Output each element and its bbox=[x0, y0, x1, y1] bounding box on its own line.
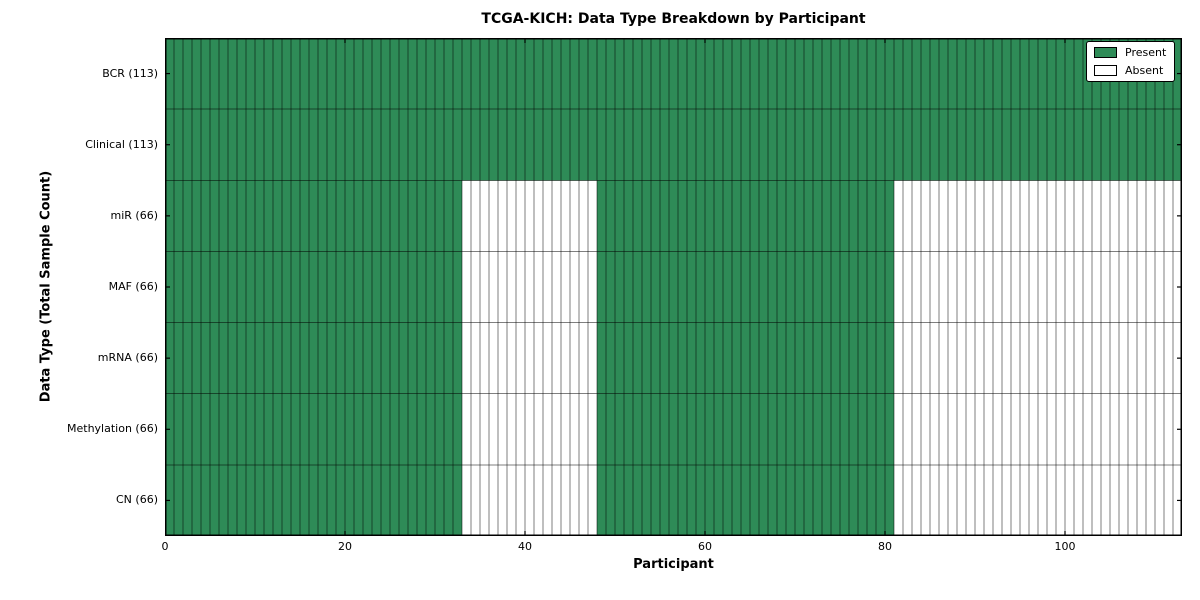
x-tick-label-0: 0 bbox=[161, 540, 169, 553]
legend-entry-absent: Absent bbox=[1094, 63, 1166, 78]
present-swatch-icon bbox=[1094, 47, 1117, 58]
x-tick-label-100: 100 bbox=[1054, 540, 1076, 553]
y-tick-label-miR: miR (66) bbox=[110, 208, 159, 222]
x-axis-label: Participant bbox=[633, 557, 714, 572]
present-block-Methylation bbox=[597, 393, 894, 465]
present-block-miR bbox=[165, 180, 462, 252]
plot-area bbox=[165, 38, 1182, 536]
legend-entry-present: Present bbox=[1094, 45, 1166, 60]
present-block-miR bbox=[597, 180, 894, 252]
legend-label-present: Present bbox=[1125, 46, 1167, 59]
legend-label-absent: Absent bbox=[1125, 64, 1164, 77]
present-block-CN bbox=[597, 464, 894, 536]
y-tick-label-CN: CN (66) bbox=[116, 493, 158, 507]
y-tick-label-MAF: MAF (66) bbox=[108, 280, 158, 293]
present-block-Clinical bbox=[165, 109, 1182, 181]
present-block-MAF bbox=[597, 251, 894, 323]
y-tick-label-BCR: BCR (113) bbox=[102, 66, 158, 80]
x-tick-label-80: 80 bbox=[878, 540, 892, 553]
heatmap-grid bbox=[165, 38, 1182, 536]
absent-swatch-icon bbox=[1094, 65, 1117, 76]
chart-title: TCGA-KICH: Data Type Breakdown by Partic… bbox=[481, 11, 866, 27]
present-block-mRNA bbox=[597, 322, 894, 394]
x-tick-label-60: 60 bbox=[698, 540, 712, 553]
present-block-BCR bbox=[165, 38, 1182, 110]
y-tick-label-Clinical: Clinical (113) bbox=[85, 137, 158, 151]
present-block-CN bbox=[165, 464, 462, 536]
y-tick-label-mRNA: mRNA (66) bbox=[97, 351, 158, 365]
x-tick-label-20: 20 bbox=[338, 540, 352, 553]
y-tick-label-Methylation: Methylation (66) bbox=[67, 422, 158, 436]
present-block-Methylation bbox=[165, 393, 462, 465]
x-tick-label-40: 40 bbox=[518, 540, 532, 553]
plot-border bbox=[165, 38, 1182, 536]
legend: Present Absent bbox=[1086, 41, 1176, 82]
present-block-MAF bbox=[165, 251, 462, 323]
present-block-mRNA bbox=[165, 322, 462, 394]
